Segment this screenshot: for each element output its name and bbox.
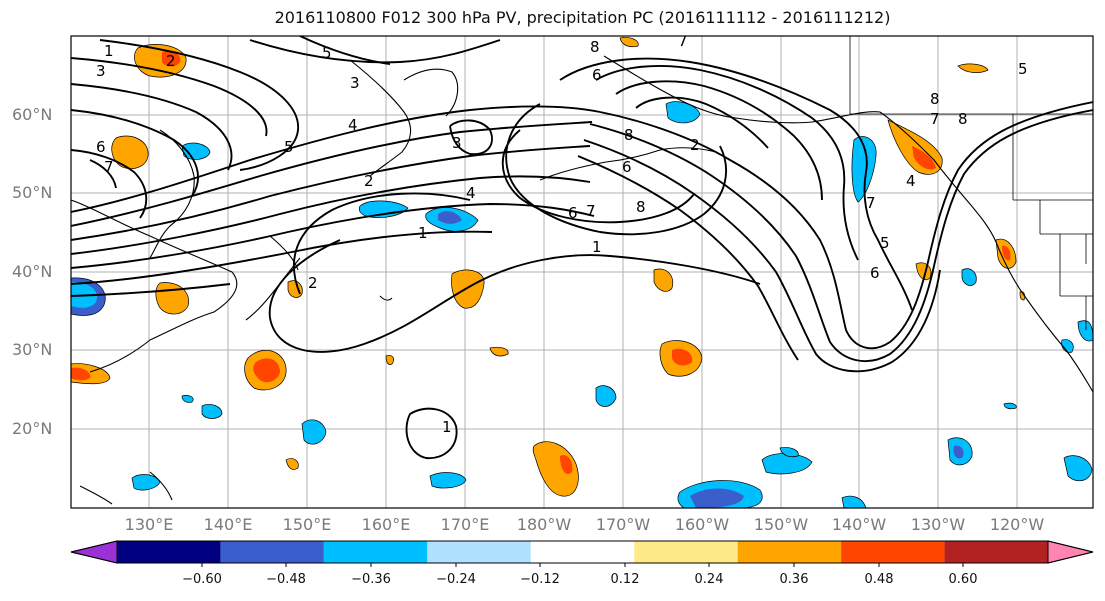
colorbar: [70, 540, 1094, 564]
contour-label: 7: [930, 110, 940, 128]
colorbar-ticks: [201, 563, 964, 567]
contour-label: 3: [350, 74, 360, 92]
contour-label: 1: [592, 238, 602, 256]
contour-label: 7: [586, 202, 596, 220]
contour-label: 8: [958, 110, 968, 128]
colorbar-tick-label: 0.36: [779, 572, 809, 587]
colorbar-tick-label: −0.36: [351, 572, 391, 587]
contour-label: 8: [636, 198, 646, 216]
colorbar-swatch: [220, 541, 324, 563]
lon-label: 140°W: [831, 515, 887, 534]
contour-label: 2: [690, 136, 700, 154]
colorbar-tick-label: 0.24: [694, 572, 724, 587]
lon-label: 140°E: [203, 515, 253, 534]
contour-label: 4: [466, 184, 476, 202]
contour-label: 6: [568, 204, 578, 222]
lat-label: 30°N: [12, 340, 53, 359]
colorbar-swatch: [841, 541, 945, 563]
colorbar-swatch: [1047, 540, 1094, 564]
contour-label: 5: [880, 234, 890, 252]
colorbar-swatch: [323, 541, 428, 563]
contour-label: 1: [418, 224, 428, 242]
colorbar-tick-label: 0.60: [948, 572, 978, 587]
contour-label: 5: [1018, 60, 1028, 78]
contour-label: 2: [308, 274, 318, 292]
contour-label: 6: [622, 158, 632, 176]
contour-label: 5: [322, 44, 332, 62]
colorbar-tick-label: −0.12: [520, 572, 560, 587]
colorbar-swatch: [427, 541, 531, 563]
colorbar-swatch: [530, 541, 635, 563]
lat-label: 20°N: [12, 419, 53, 438]
lon-label: 170°E: [440, 515, 490, 534]
lat-label: 60°N: [12, 105, 53, 124]
precipitation-shading: [71, 37, 1093, 508]
contour-labels: 1 2 3 5 3 4 5 6 7 8 6 7 8 6 7 8 5 6 7 8 …: [96, 32, 1028, 436]
colorbar-swatch: [117, 541, 221, 563]
colorbar-swatch: [944, 541, 1048, 563]
colorbar-swatch: [737, 541, 842, 563]
contour-label: 4: [348, 116, 358, 134]
colorbar-tick-label: 0.12: [610, 572, 640, 587]
map-title: 2016110800 F012 300 hPa PV, precipitatio…: [274, 8, 891, 27]
contour-label: 1: [104, 42, 114, 60]
lon-label: 150°E: [282, 515, 332, 534]
contour-label: 8: [590, 38, 600, 56]
contour-label: 4: [906, 172, 916, 190]
lon-label: 180°W: [516, 515, 572, 534]
colorbar-tick-label: −0.60: [182, 572, 222, 587]
contour-label: 3: [452, 134, 462, 152]
lon-label: 160°W: [674, 515, 730, 534]
colorbar-tick-label: −0.24: [436, 572, 476, 587]
lon-label: 130°W: [910, 515, 966, 534]
contour-label: 5: [284, 138, 294, 156]
colorbar-swatch: [70, 540, 118, 564]
colorbar-swatch: [634, 541, 738, 563]
lat-label: 50°N: [12, 183, 53, 202]
contour-label: 3: [96, 62, 106, 80]
lon-label: 170°W: [595, 515, 651, 534]
pv-contours: [71, 36, 1093, 459]
lat-label: 40°N: [12, 262, 53, 281]
lon-label: 160°E: [361, 515, 411, 534]
contour-label: 8: [930, 90, 940, 108]
contour-label: 7: [104, 158, 114, 176]
lon-label: 150°W: [753, 515, 809, 534]
contour-label: 6: [592, 66, 602, 84]
colorbar-tick-label: −0.48: [266, 572, 306, 587]
contour-label: 7: [866, 194, 876, 212]
contour-label: 2: [364, 172, 374, 190]
contour-label: 6: [870, 264, 880, 282]
colorbar-tick-label: 0.48: [864, 572, 894, 587]
contour-label: 2: [166, 52, 176, 70]
contour-label: 6: [96, 138, 106, 156]
lon-label: 130°E: [124, 515, 174, 534]
contour-label: 1: [442, 418, 452, 436]
contour-label: 8: [624, 126, 634, 144]
colorbar-outline: [70, 540, 1094, 564]
state-borders: [849, 36, 1093, 330]
lon-label: 120°W: [989, 515, 1045, 534]
contour-label: 7: [678, 32, 688, 50]
